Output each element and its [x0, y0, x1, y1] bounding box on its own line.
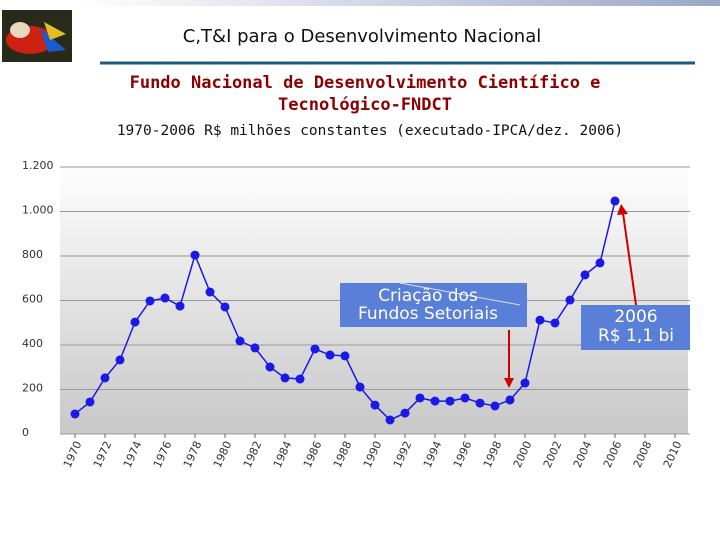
data-point: [295, 374, 305, 384]
annotation-box: [340, 283, 527, 327]
data-point: [205, 287, 215, 297]
annotation-box: [581, 305, 690, 350]
data-point: [370, 400, 380, 410]
data-point: [250, 343, 260, 353]
data-point: [550, 318, 560, 328]
data-point: [310, 344, 320, 354]
data-point: [70, 409, 80, 419]
y-tick-label: 400: [22, 337, 43, 350]
x-tick-label: 1980: [211, 439, 235, 470]
x-tick-label: 1982: [241, 439, 265, 470]
data-point: [220, 302, 230, 312]
data-point: [160, 293, 170, 303]
data-point: [100, 373, 110, 383]
x-tick-label: 2004: [571, 439, 595, 470]
data-point: [415, 393, 425, 403]
y-tick-label: 1.200: [22, 159, 54, 172]
data-point: [265, 362, 275, 372]
data-point: [460, 393, 470, 403]
x-tick-label: 2008: [631, 439, 655, 470]
y-tick-label: 200: [22, 382, 43, 395]
data-point: [85, 397, 95, 407]
chart-subtitle: 1970-2006 R$ milhões constantes (executa…: [117, 123, 623, 139]
x-tick-label: 1988: [331, 439, 355, 470]
x-tick-label: 2010: [661, 439, 685, 470]
data-point: [520, 378, 530, 388]
data-point: [430, 396, 440, 406]
annotation-text: Fundos Setoriais: [358, 304, 498, 324]
data-point: [535, 315, 545, 325]
data-point: [190, 250, 200, 260]
x-tick-label: 2006: [601, 439, 625, 470]
header: C,T&I para o Desenvolvimento Nacional: [183, 26, 541, 47]
data-point: [130, 317, 140, 327]
x-tick-label: 1986: [301, 439, 325, 470]
x-tick-label: 1990: [361, 439, 385, 470]
arrow-head: [504, 378, 514, 388]
x-tick-label: 1994: [421, 439, 445, 470]
x-tick-label: 1976: [151, 439, 175, 470]
arrow-head: [617, 204, 628, 215]
data-point: [475, 398, 485, 408]
annotation-arrow: [622, 212, 637, 306]
y-tick-label: 600: [22, 293, 43, 306]
data-point: [175, 301, 185, 311]
annotation-pointer: [399, 282, 521, 306]
data-point: [280, 373, 290, 383]
x-tick-label: 1978: [181, 439, 205, 470]
data-point: [505, 395, 515, 405]
top-bar: [75, 0, 720, 6]
data-point: [445, 396, 455, 406]
data-point: [115, 355, 125, 365]
x-tick-label: 1998: [481, 439, 505, 470]
x-tick-label: 1970: [61, 439, 85, 470]
parrot-logo: [2, 10, 72, 62]
x-tick-label: 2002: [541, 439, 565, 470]
data-point: [385, 415, 395, 425]
data-point: [565, 295, 575, 305]
chart-title: Tecnológico-FNDCT: [278, 95, 452, 115]
y-tick-label: 0: [22, 426, 29, 439]
data-point: [580, 270, 590, 280]
x-tick-label: 1974: [121, 439, 145, 470]
data-point: [235, 336, 245, 346]
data-point: [400, 408, 410, 418]
data-point: [340, 351, 350, 361]
data-point: [325, 350, 335, 360]
data-point: [595, 258, 605, 268]
data-point: [145, 296, 155, 306]
annotation-text: R$ 1,1 bi: [598, 326, 674, 346]
data-point: [490, 401, 500, 411]
y-tick-label: 1.000: [22, 204, 54, 217]
x-tick-label: 2000: [511, 439, 535, 470]
annotation-text: Criação dos: [378, 286, 478, 306]
data-point: [610, 196, 620, 206]
data-point: [355, 382, 365, 392]
x-tick-label: 1992: [391, 439, 415, 470]
chart-title: Fundo Nacional de Desenvolvimento Cientí…: [130, 73, 601, 93]
y-tick-label: 800: [22, 248, 43, 261]
x-tick-label: 1972: [91, 439, 115, 470]
annotation-text: 2006: [614, 307, 657, 327]
x-tick-label: 1996: [451, 439, 475, 470]
x-tick-label: 1984: [271, 439, 295, 470]
